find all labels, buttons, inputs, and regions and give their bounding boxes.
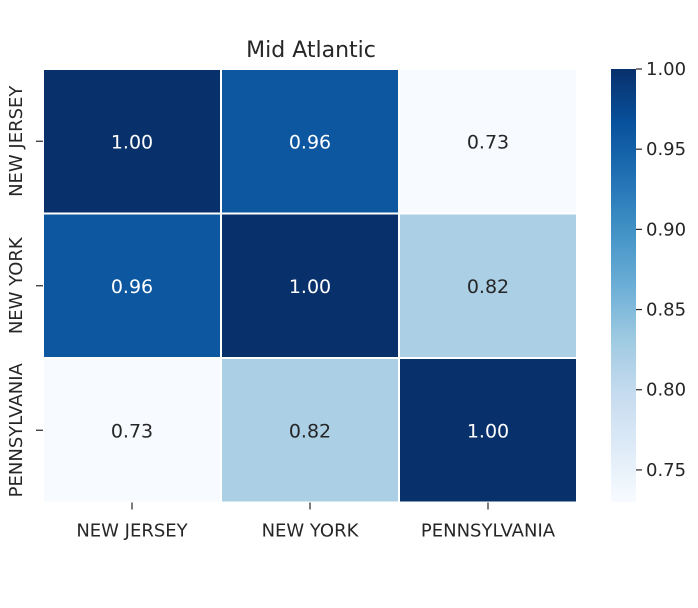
cell-value-label: 0.73 xyxy=(467,131,509,153)
x-tick-label: NEW YORK xyxy=(262,521,360,542)
heatmap-cells xyxy=(42,68,578,504)
heatmap-cell xyxy=(220,212,400,359)
cell-value-label: 0.73 xyxy=(111,420,153,442)
heatmap-cell xyxy=(398,68,578,215)
heatmap-cell xyxy=(398,212,578,359)
cell-value-label: 1.00 xyxy=(467,420,509,442)
cell-value-label: 0.82 xyxy=(467,276,509,298)
colorbar-tick-label: 0.75 xyxy=(646,460,686,481)
chart-title: Mid Atlantic xyxy=(246,38,376,63)
cell-value-label: 1.00 xyxy=(111,131,153,153)
y-tick-label: PENNSYLVANIA xyxy=(6,362,27,497)
heatmap-cell xyxy=(220,68,400,215)
colorbar-gradient xyxy=(611,69,636,502)
colorbar-tick-label: 0.80 xyxy=(646,380,686,401)
x-axis-ticks: NEW JERSEY NEW YORK PENNSYLVANIA xyxy=(76,502,556,542)
heatmap-value-labels: 1.00 0.96 0.73 0.96 1.00 0.82 0.73 0.82 1.00 xyxy=(111,131,509,442)
x-tick-label: PENNSYLVANIA xyxy=(421,521,556,542)
cell-value-label: 0.82 xyxy=(289,420,331,442)
y-tick-label: NEW YORK xyxy=(6,236,27,334)
colorbar-tick-label: 0.95 xyxy=(646,139,686,160)
y-axis-ticks: NEW JERSEY NEW YORK PENNSYLVANIA xyxy=(6,85,43,497)
heatmap-cell xyxy=(42,212,222,359)
colorbar-tick-label: 0.90 xyxy=(646,219,686,240)
colorbar: 0.75 0.80 0.85 0.90 0.95 1.00 xyxy=(611,59,686,502)
colorbar-tick-label: 1.00 xyxy=(646,59,686,80)
heatmap-cell xyxy=(220,357,400,504)
y-tick-label: NEW JERSEY xyxy=(6,85,27,197)
cell-value-label: 0.96 xyxy=(289,131,331,153)
colorbar-tick-label: 0.85 xyxy=(646,300,686,321)
heatmap-cell xyxy=(42,68,222,215)
cell-value-label: 0.96 xyxy=(111,276,153,298)
cell-value-label: 1.00 xyxy=(289,276,331,298)
x-tick-label: NEW JERSEY xyxy=(76,521,188,542)
